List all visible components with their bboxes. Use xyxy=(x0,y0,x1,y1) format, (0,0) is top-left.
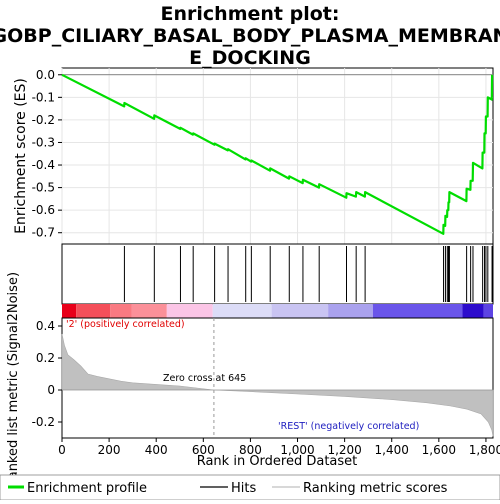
positive-correlation-label: '2' (positively correlated) xyxy=(66,319,185,330)
es-y-tick-label: -0.7 xyxy=(32,226,55,240)
enrichment-profile-line xyxy=(61,73,494,235)
es-y-tick-label: -0.4 xyxy=(32,158,55,172)
x-tick-label: 800 xyxy=(239,443,262,457)
heatmap-band xyxy=(271,304,329,318)
heatmap-band xyxy=(62,304,77,318)
legend-label: Hits xyxy=(231,481,256,496)
x-tick-label: 200 xyxy=(98,443,121,457)
metric-panel-frame xyxy=(61,317,494,439)
es-gridlines xyxy=(61,68,493,244)
es-y-tick-label: -0.5 xyxy=(32,181,55,195)
negative-correlation-label: 'REST' (negatively correlated) xyxy=(278,421,419,432)
x-tick-label: 1,200 xyxy=(327,443,361,457)
legend-label: Enrichment profile xyxy=(27,481,147,496)
heatmap-band xyxy=(131,304,167,318)
chart-title: Enrichment plot:GOBP_CILIARY_BASAL_BODY_… xyxy=(0,3,500,69)
metric-y-axis: 0.4 0.2 0 -0.2 xyxy=(32,319,62,429)
ranking-heatmap-bar xyxy=(62,304,493,318)
x-tick-label: 1,600 xyxy=(422,443,456,457)
es-y-tick-label: -0.2 xyxy=(32,113,55,127)
chart-title-line: Enrichment plot: xyxy=(161,3,340,25)
hit-markers xyxy=(123,246,493,302)
es-y-tick-label: -0.6 xyxy=(32,203,55,217)
heatmap-band xyxy=(110,304,132,318)
x-tick-label: 1,000 xyxy=(280,443,314,457)
enrichment-profile-curve xyxy=(61,73,494,235)
heatmap-band xyxy=(372,304,463,318)
hits-panel-frame xyxy=(61,243,494,305)
es-panel-frame xyxy=(61,67,494,245)
chart-title-line: E_DOCKING xyxy=(189,47,311,69)
metric-y-tick-label: 0.4 xyxy=(36,319,55,333)
zero-cross-label: Zero cross at 645 xyxy=(163,373,246,384)
heatmap-band xyxy=(462,304,484,318)
es-y-axis-label: Enrichment score (ES) xyxy=(13,78,29,234)
es-y-tick-label: -0.1 xyxy=(32,90,55,104)
x-axis-label: Rank in Ordered Dataset xyxy=(197,454,358,469)
heatmap-band xyxy=(166,304,213,318)
es-y-tick-label: 0.0 xyxy=(36,68,55,82)
x-tick-label: 1,800 xyxy=(469,443,500,457)
x-tick-label: 400 xyxy=(145,443,168,457)
metric-y-tick-label: 0.2 xyxy=(36,351,55,365)
legend: Enrichment profile Hits Ranking metric sco… xyxy=(8,481,448,496)
ranking-metric-area xyxy=(61,318,494,438)
x-tick-label: 1,400 xyxy=(375,443,409,457)
metric-y-tick-label: -0.2 xyxy=(32,415,55,429)
heatmap-band xyxy=(483,304,493,318)
heatmap-band xyxy=(76,304,111,318)
es-y-tick-label: -0.3 xyxy=(32,135,55,149)
x-tick-label: 600 xyxy=(192,443,215,457)
metric-y-tick-label: 0 xyxy=(47,383,55,397)
x-axis: 0 200 400 600 800 1,000 1,200 1,400 1,600 1,800 xyxy=(58,438,500,457)
chart-title-line: GOBP_CILIARY_BASAL_BODY_PLASMA_MEMBRAN xyxy=(0,25,500,47)
legend-label: Ranking metric scores xyxy=(303,481,448,496)
heatmap-band xyxy=(212,304,272,318)
es-y-axis: 0.0 -0.1 -0.2 -0.3 -0.4 -0.5 -0.6 -0.7 xyxy=(32,68,62,240)
metric-y-axis-label: Ranked list metric (Signal2Noise) xyxy=(6,272,21,488)
x-tick-label: 0 xyxy=(58,443,66,457)
heatmap-band xyxy=(328,304,373,318)
